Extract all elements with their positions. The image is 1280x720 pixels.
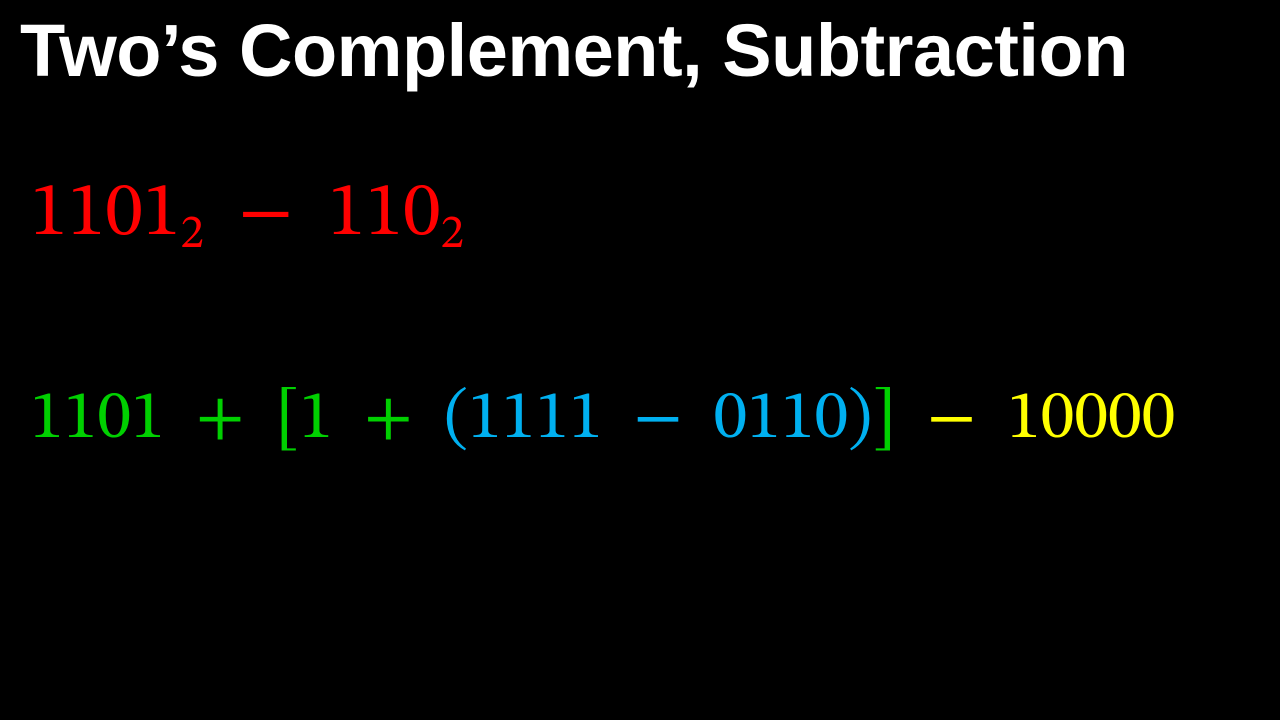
plus-operator-1: + [196, 378, 245, 463]
plus-operator-2: + [364, 378, 413, 463]
paren-open: ( [444, 386, 468, 454]
slide-title: Two’s Complement, Subtraction [20, 8, 1128, 93]
equation-expanded: 1101 + [1 + (1111 − 0110)] − 10000 [30, 378, 1175, 463]
term-10000: 10000 [1007, 386, 1175, 454]
minus-operator: − [238, 168, 293, 263]
minus-operator-1: − [634, 378, 683, 463]
term-1: 1 [299, 386, 333, 454]
operand-a: 1101 [30, 177, 180, 253]
minus-operator-2: − [927, 378, 976, 463]
paren-close: ) [848, 386, 872, 454]
operand-b-base: 2 [441, 212, 464, 259]
operand-b: 110 [328, 177, 441, 253]
operand-a-base: 2 [180, 212, 203, 259]
equation-problem: 11012 − 1102 [30, 168, 464, 265]
bracket-open: [ [275, 386, 299, 454]
term-1111: 1111 [468, 386, 603, 454]
term-0110: 0110 [714, 386, 849, 454]
bracket-close: ] [872, 386, 896, 454]
term-1101: 1101 [30, 386, 165, 454]
